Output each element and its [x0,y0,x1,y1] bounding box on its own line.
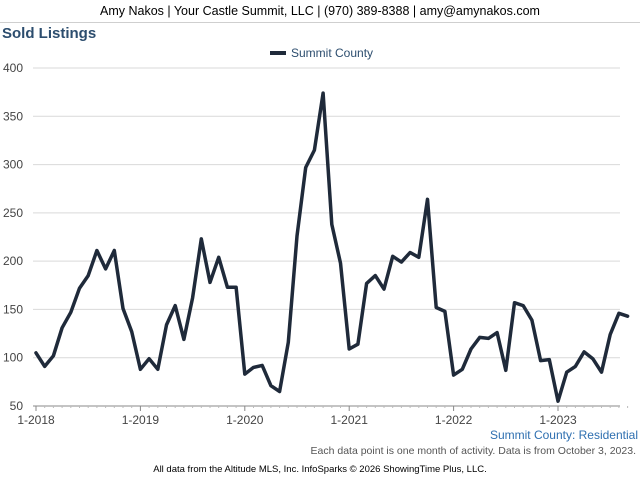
y-tick-label: 100 [3,351,23,365]
x-tick-label: 1-2023 [539,413,577,427]
y-tick-label: 300 [3,158,23,172]
x-tick-label: 1-2020 [226,413,264,427]
data-note: Each data point is one month of activity… [310,445,636,457]
x-tick-label: 1-2021 [331,413,369,427]
legend-label: Summit County [291,46,374,60]
legend-swatch [270,51,286,55]
y-tick-label: 200 [3,254,23,268]
contact-text: Amy Nakos | Your Castle Summit, LLC | (9… [100,4,540,18]
y-tick-label: 250 [3,206,23,220]
y-tick-label: 350 [3,109,23,123]
series-line-summit-county [34,91,630,403]
chart-subtitle: Summit County: Residential [489,428,638,442]
x-tick-label: 1-2018 [17,413,55,427]
y-tick-label: 400 [3,61,23,75]
y-tick-label: 150 [3,302,23,316]
data-credit: All data from the Altitude MLS, Inc. Inf… [153,464,487,475]
x-tick-label: 1-2022 [435,413,473,427]
x-tick-label: 1-2019 [122,413,160,427]
y-tick-label: 50 [10,399,24,413]
chart-title: Sold Listings [2,25,97,42]
contact-header: Amy Nakos | Your Castle Summit, LLC | (9… [0,0,640,23]
legend: Summit County [270,46,373,60]
